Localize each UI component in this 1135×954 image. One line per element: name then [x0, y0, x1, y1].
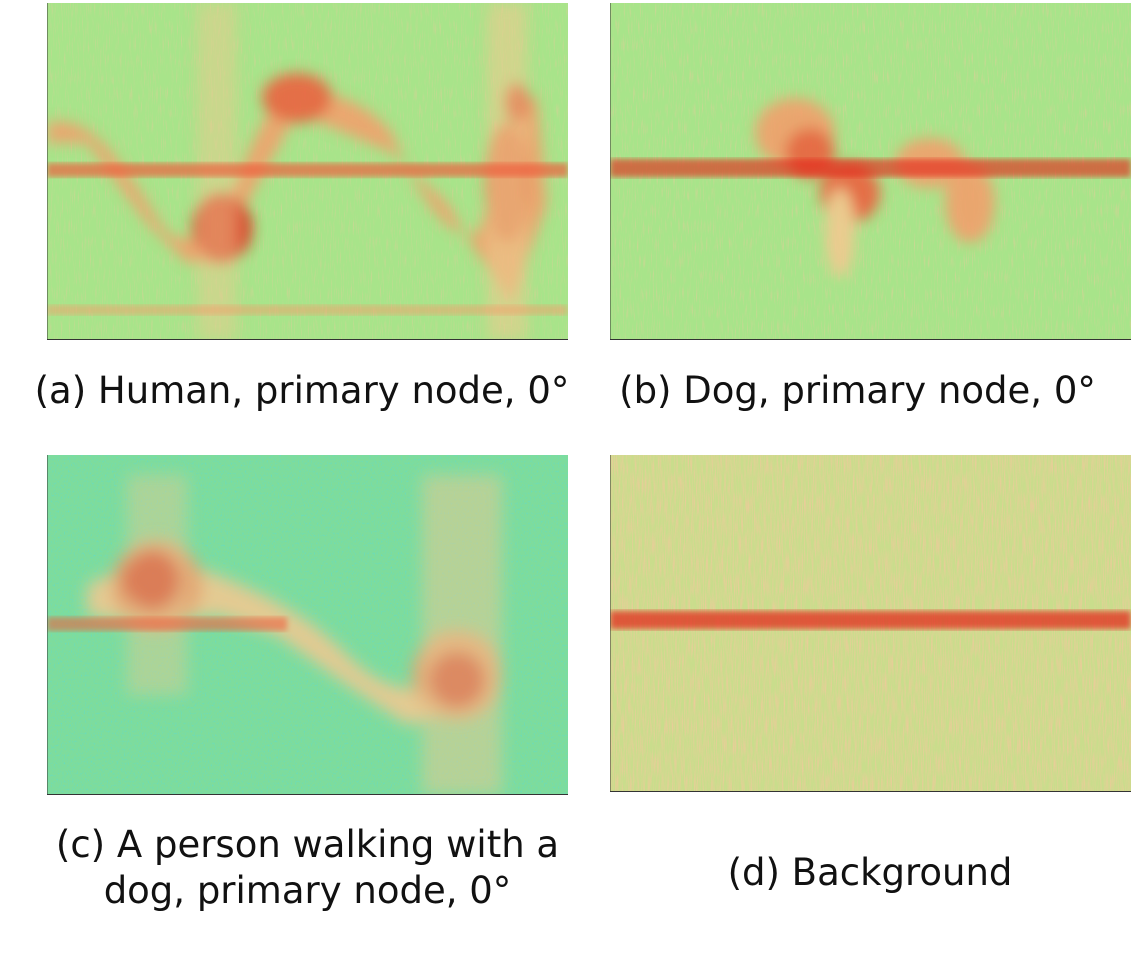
- caption-c-line-1: (c) A person walking with a: [55, 823, 560, 866]
- spectrogram-c-image: [47, 455, 568, 795]
- caption-a: (a) Human, primary node, 0°: [22, 368, 582, 414]
- center-band: [47, 617, 287, 631]
- spectrogram-d-image: [610, 455, 1131, 792]
- lower-band: [47, 305, 568, 315]
- caption-c-line-2: dog, primary node, 0°: [103, 869, 512, 912]
- caption-d: (d) Background: [660, 850, 1080, 896]
- spectrogram-b-image: [610, 3, 1131, 340]
- spectrogram-panel-b: [610, 3, 1131, 340]
- center-band: [47, 163, 568, 177]
- caption-c: (c) A person walking with a dog, primary…: [40, 822, 575, 914]
- caption-b: (b) Dog, primary node, 0°: [605, 368, 1110, 414]
- center-band: [610, 159, 1131, 177]
- spectrogram-panel-c: [47, 455, 568, 795]
- spectrogram-panel-d: [610, 455, 1131, 792]
- caption-a-line-1: (a) Human, primary node, 0°: [34, 369, 570, 412]
- caption-b-line-1: (b) Dog, primary node, 0°: [619, 369, 1096, 412]
- spectrogram-a-image: [47, 3, 568, 340]
- center-band: [610, 611, 1131, 629]
- spectrogram-energy: [87, 475, 502, 795]
- spectrogram-panel-a: [47, 3, 568, 340]
- caption-d-line-1: (d) Background: [727, 851, 1013, 894]
